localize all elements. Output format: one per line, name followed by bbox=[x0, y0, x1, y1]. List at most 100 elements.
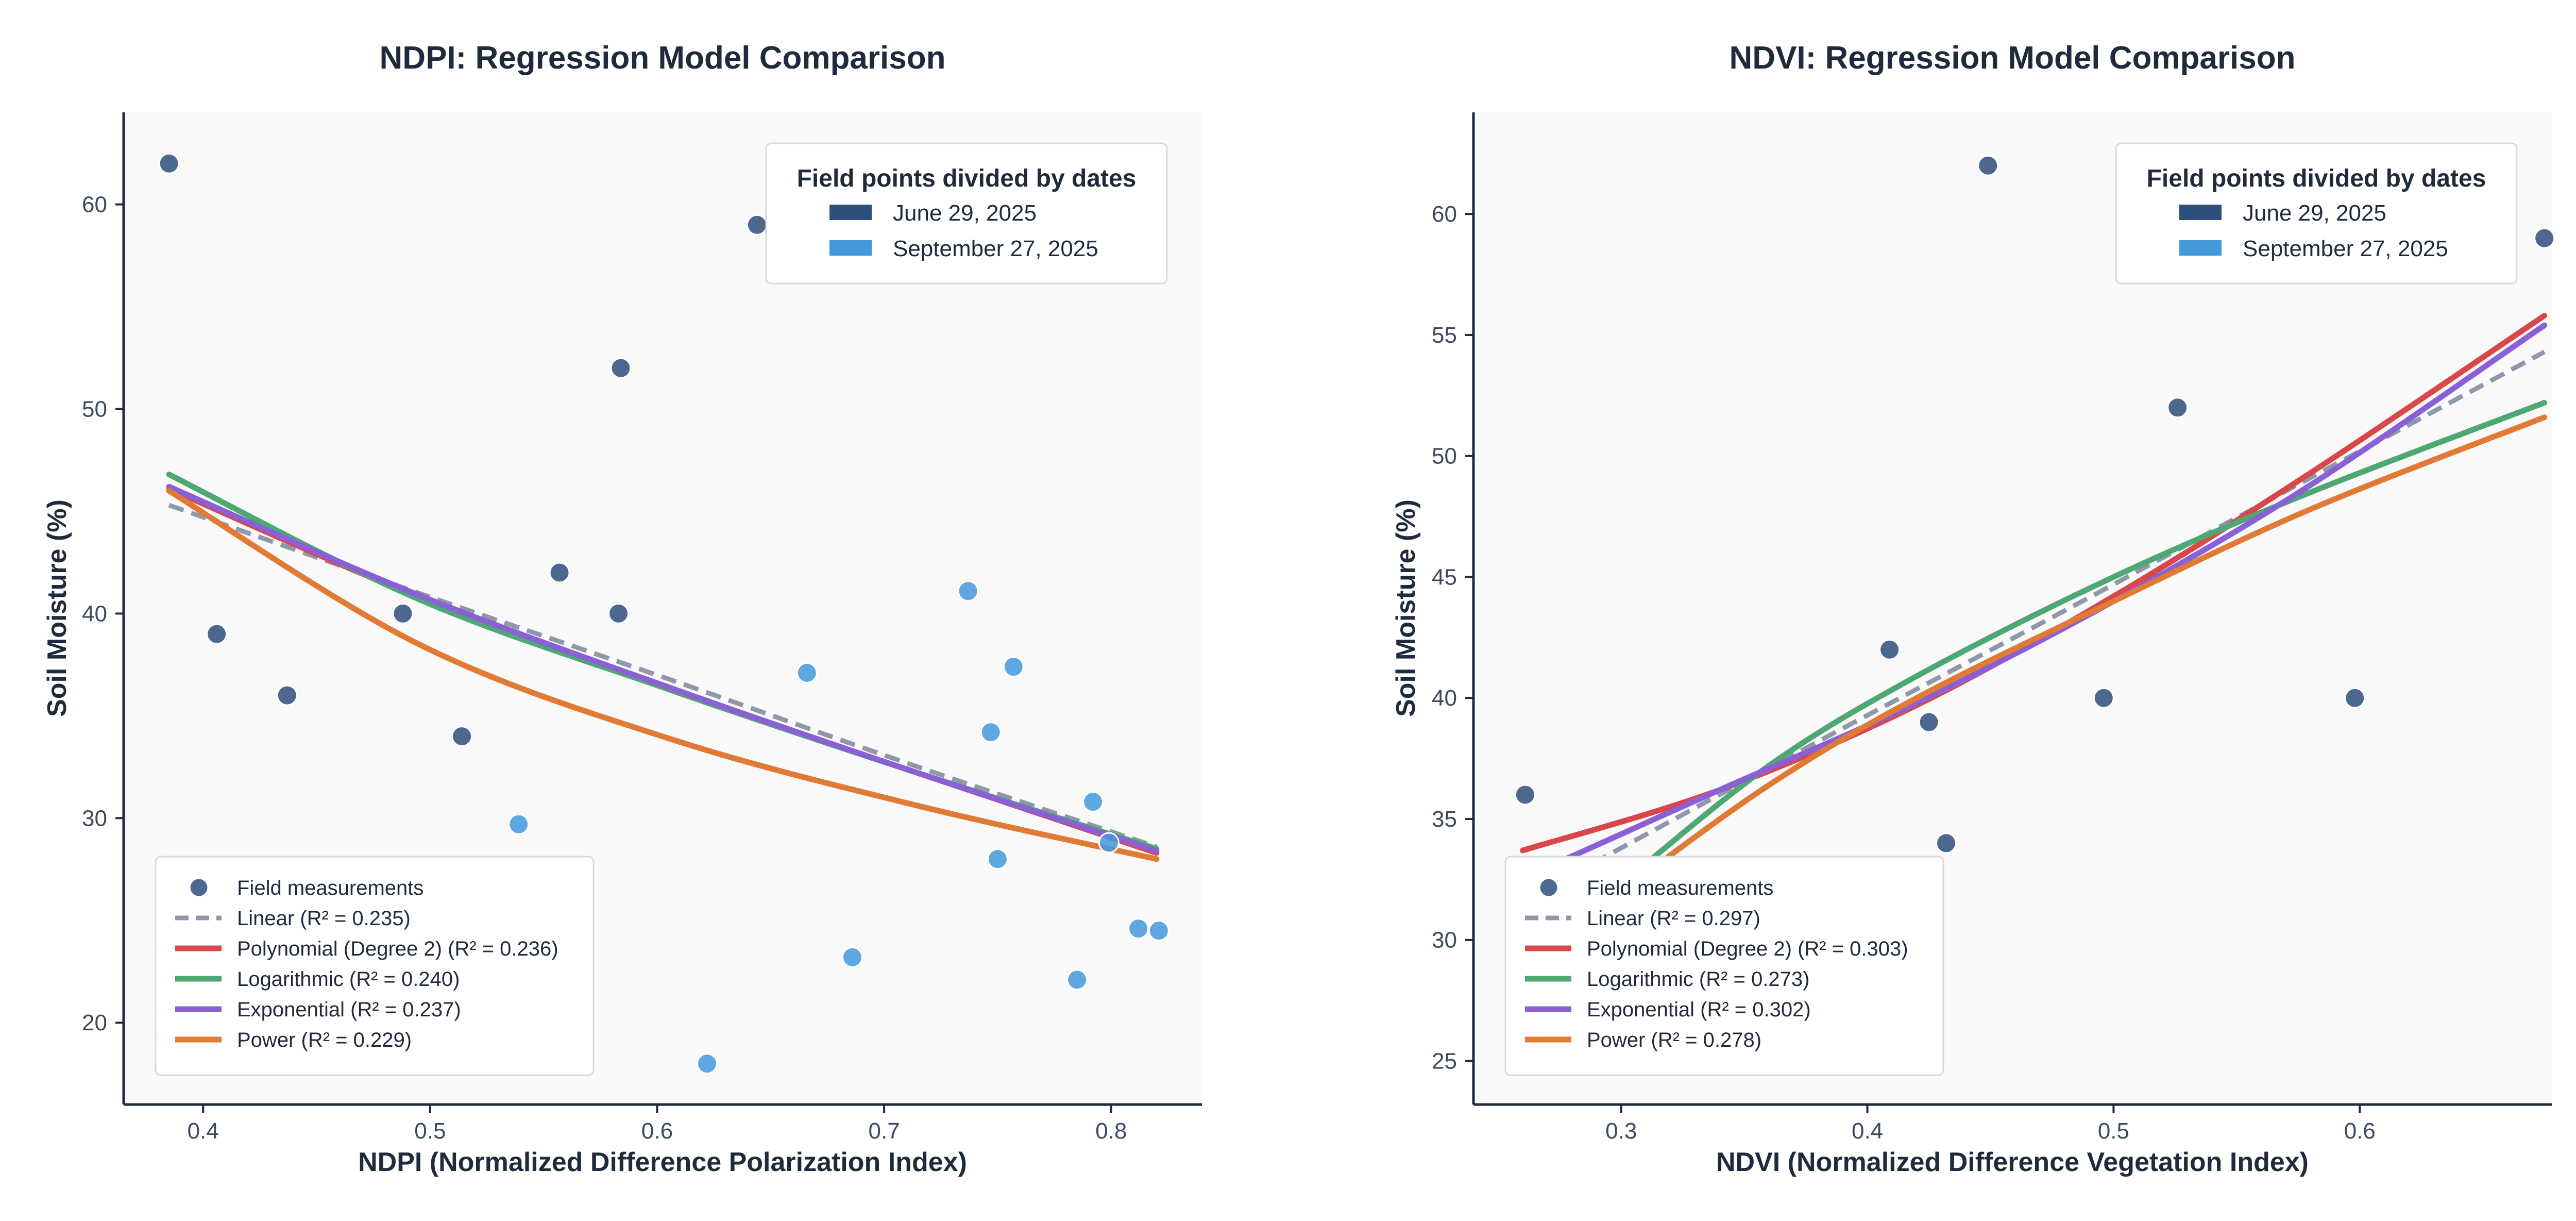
ndpi-chart-title: NDPI: Regression Model Comparison bbox=[380, 40, 946, 76]
ndpi-y-tick-label: 60 bbox=[82, 192, 107, 218]
ndvi-date-legend-june: June 29, 2025 bbox=[2243, 200, 2386, 226]
ndvi-x-tick-label: 0.3 bbox=[1605, 1118, 1637, 1144]
ndpi-data-point-september bbox=[1066, 969, 1088, 991]
ndpi-power-curve bbox=[166, 488, 1160, 862]
ndvi-date-legend-swatch-september bbox=[2179, 240, 2222, 256]
ndpi-data-point-june bbox=[158, 153, 180, 174]
ndpi-data-point-june bbox=[746, 214, 768, 236]
ndpi-regression-lines bbox=[166, 472, 1160, 862]
ndpi-x-tick-label: 0.4 bbox=[188, 1118, 219, 1144]
ndpi-panel: NDPI: Regression Model Comparison NDPI (… bbox=[42, 40, 1202, 1177]
ndpi-data-point-september bbox=[508, 813, 530, 835]
ndvi-data-point-june bbox=[1918, 711, 1940, 733]
ndvi-x-tick-label: 0.6 bbox=[2344, 1118, 2376, 1144]
ndvi-legend-marker-field bbox=[1538, 877, 1559, 898]
ndpi-data-point-september bbox=[796, 662, 818, 684]
ndvi-data-point-june bbox=[2344, 687, 2366, 709]
ndvi-y-tick-label: 50 bbox=[1432, 444, 1457, 469]
ndvi-date-legend-september: September 27, 2025 bbox=[2243, 236, 2448, 261]
ndvi-power-curve bbox=[1618, 414, 2548, 895]
ndvi-legend-label-linear: Linear (R² = 0.297) bbox=[1587, 907, 1760, 930]
ndpi-y-tick-label: 50 bbox=[82, 397, 107, 422]
ndvi-y-tick-label: 45 bbox=[1432, 564, 1457, 590]
ndpi-y-tick-label: 30 bbox=[82, 806, 107, 831]
ndpi-legend-label-polynomial: Polynomial (Degree 2) (R² = 0.236) bbox=[237, 938, 558, 960]
ndvi-model-legend: Field measurements Linear (R² = 0.297) P… bbox=[1504, 856, 1944, 1076]
ndvi-legend-label-field: Field measurements bbox=[1587, 877, 1773, 899]
ndvi-panel: NDVI: Regression Model Comparison NDVI (… bbox=[1391, 40, 2555, 1177]
ndpi-data-point-september bbox=[1128, 918, 1149, 940]
ndpi-data-point-september bbox=[1098, 832, 1120, 854]
ndvi-y-tick-label: 40 bbox=[1432, 685, 1457, 711]
ndpi-x-tick-label: 0.6 bbox=[641, 1118, 673, 1144]
ndvi-legend-label-power: Power (R² = 0.278) bbox=[1587, 1029, 1761, 1051]
ndvi-date-legend-title: Field points divided by dates bbox=[2147, 165, 2486, 192]
ndvi-exponential-curve bbox=[1544, 322, 2548, 871]
ndpi-ticks: 0.4 0.5 0.6 0.7 0.8 20 30 40 50 60 bbox=[82, 192, 1127, 1144]
ndvi-y-axis-label: Soil Moisture (%) bbox=[1391, 499, 1421, 717]
ndpi-data-point-september bbox=[987, 848, 1008, 870]
ndvi-data-point-june bbox=[2093, 687, 2114, 709]
ndvi-x-tick-label: 0.5 bbox=[2098, 1118, 2129, 1144]
ndvi-data-point-june bbox=[2167, 397, 2189, 419]
ndpi-scatter-points bbox=[158, 153, 1170, 1075]
ndpi-legend-label-exponential: Exponential (R² = 0.237) bbox=[237, 998, 461, 1021]
ndpi-exponential-curve bbox=[166, 483, 1160, 854]
ndpi-date-legend-swatch-september bbox=[829, 240, 872, 256]
ndpi-data-point-september bbox=[1003, 656, 1024, 678]
ndvi-ticks: 0.3 0.4 0.5 0.6 25 30 35 40 45 50 55 60 bbox=[1432, 202, 2376, 1144]
ndpi-x-axis-label: NDPI (Normalized Difference Polarization… bbox=[358, 1147, 967, 1177]
ndpi-data-point-june bbox=[392, 603, 414, 624]
ndpi-model-legend: Field measurements Linear (R² = 0.235) P… bbox=[155, 856, 595, 1076]
ndpi-data-point-september bbox=[841, 946, 863, 968]
ndvi-y-tick-label: 60 bbox=[1432, 202, 1457, 227]
ndvi-legend-label-polynomial: Polynomial (Degree 2) (R² = 0.303) bbox=[1587, 938, 1908, 960]
ndpi-legend-label-field: Field measurements bbox=[237, 877, 423, 899]
ndvi-chart-title: NDVI: Regression Model Comparison bbox=[1730, 40, 2296, 76]
ndvi-data-point-june bbox=[1935, 832, 1957, 854]
ndpi-data-point-september bbox=[1082, 791, 1104, 813]
ndpi-x-tick-label: 0.7 bbox=[869, 1118, 900, 1144]
ndvi-x-axis-label: NDVI (Normalized Difference Vegetation I… bbox=[1716, 1147, 2309, 1177]
ndpi-y-tick-label: 40 bbox=[82, 601, 107, 626]
ndpi-data-point-september bbox=[1148, 920, 1170, 942]
ndvi-data-point-june bbox=[1977, 155, 1999, 176]
ndvi-model-legend-box bbox=[1504, 856, 1944, 1076]
ndvi-date-legend: Field points divided by dates June 29, 2… bbox=[2115, 142, 2518, 285]
ndpi-data-point-september bbox=[957, 580, 979, 602]
ndpi-legend-label-power: Power (R² = 0.229) bbox=[237, 1029, 412, 1051]
ndpi-date-legend-june: June 29, 2025 bbox=[893, 200, 1037, 226]
ndvi-scatter-points bbox=[1514, 155, 2555, 854]
ndpi-legend-label-logarithmic: Logarithmic (R² = 0.240) bbox=[237, 968, 460, 991]
ndpi-x-tick-label: 0.8 bbox=[1095, 1118, 1127, 1144]
ndpi-legend-label-linear: Linear (R² = 0.235) bbox=[237, 907, 411, 930]
ndvi-date-legend-swatch-june bbox=[2179, 205, 2222, 220]
ndvi-x-tick-label: 0.4 bbox=[1852, 1118, 1883, 1144]
ndpi-data-point-september bbox=[980, 722, 1002, 743]
ndvi-legend-label-exponential: Exponential (R² = 0.302) bbox=[1587, 998, 1811, 1021]
ndvi-y-tick-label: 30 bbox=[1432, 928, 1457, 953]
ndvi-data-point-june bbox=[1514, 784, 1536, 806]
ndpi-date-legend-september: September 27, 2025 bbox=[893, 236, 1098, 261]
ndpi-legend-marker-field bbox=[189, 877, 209, 898]
ndvi-data-point-june bbox=[2534, 227, 2555, 249]
ndpi-date-legend-title: Field points divided by dates bbox=[797, 165, 1137, 192]
ndpi-x-tick-label: 0.5 bbox=[414, 1118, 446, 1144]
ndvi-y-tick-label: 25 bbox=[1432, 1048, 1457, 1074]
ndpi-y-tick-label: 20 bbox=[82, 1010, 107, 1035]
ndvi-legend-label-logarithmic: Logarithmic (R² = 0.273) bbox=[1587, 968, 1809, 991]
ndpi-data-point-september bbox=[696, 1053, 718, 1075]
ndvi-y-tick-label: 55 bbox=[1432, 323, 1457, 348]
ndpi-data-point-june bbox=[276, 684, 298, 706]
ndpi-data-point-june bbox=[549, 562, 570, 583]
ndvi-y-tick-label: 35 bbox=[1432, 807, 1457, 832]
ndpi-date-legend-swatch-june bbox=[829, 205, 872, 220]
ndvi-data-point-june bbox=[1879, 639, 1901, 660]
ndpi-data-point-june bbox=[451, 726, 473, 747]
ndpi-data-point-june bbox=[206, 623, 228, 645]
ndpi-date-legend: Field points divided by dates June 29, 2… bbox=[765, 142, 1168, 285]
ndpi-y-axis-label: Soil Moisture (%) bbox=[42, 499, 72, 717]
ndpi-data-point-june bbox=[610, 357, 632, 379]
ndvi-regression-lines bbox=[1520, 312, 2548, 895]
